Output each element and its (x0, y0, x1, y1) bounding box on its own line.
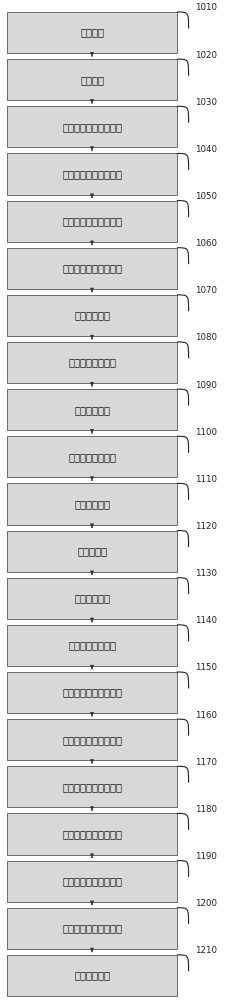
FancyBboxPatch shape (7, 578, 177, 619)
Text: 第二实数向量积分模块: 第二实数向量积分模块 (62, 782, 122, 792)
Text: 第二虚数向量滤波模块: 第二虚数向量滤波模块 (62, 876, 122, 886)
FancyBboxPatch shape (7, 295, 177, 336)
FancyBboxPatch shape (7, 955, 177, 996)
Text: 1070: 1070 (195, 286, 217, 295)
FancyBboxPatch shape (7, 908, 177, 949)
Text: 第一实数向量序列模块: 第一实数向量序列模块 (62, 122, 122, 132)
Text: 1120: 1120 (195, 522, 217, 531)
FancyBboxPatch shape (7, 483, 177, 525)
Text: 第二实数向量滤波模块: 第二实数向量滤波模块 (62, 735, 122, 745)
Text: 前段序列积分模块: 前段序列积分模块 (68, 358, 116, 368)
FancyBboxPatch shape (7, 389, 177, 430)
Text: 1210: 1210 (195, 946, 217, 955)
FancyBboxPatch shape (7, 12, 177, 53)
Text: 后段序列积分模块: 后段序列积分模块 (68, 452, 116, 462)
Text: 第一实数向量滤波模块: 第一实数向量滤波模块 (62, 169, 122, 179)
Text: 1200: 1200 (195, 899, 217, 908)
Text: 1190: 1190 (195, 852, 217, 861)
FancyBboxPatch shape (7, 248, 177, 289)
Text: 1060: 1060 (195, 239, 217, 248)
Text: 1100: 1100 (195, 428, 217, 437)
FancyBboxPatch shape (7, 672, 177, 713)
Text: 第一相位模块: 第一相位模块 (74, 405, 110, 415)
Text: 1170: 1170 (195, 758, 217, 767)
Text: 1140: 1140 (195, 616, 217, 625)
Text: 基波频率模块: 基波频率模块 (74, 593, 110, 603)
FancyBboxPatch shape (7, 813, 177, 855)
Text: 1130: 1130 (195, 569, 217, 578)
Text: 第二虚数向量序列模块: 第二虚数向量序列模块 (62, 829, 122, 839)
Text: 采样模块: 采样模块 (80, 28, 104, 38)
Text: 初测模块: 初测模块 (80, 75, 104, 85)
FancyBboxPatch shape (7, 59, 177, 100)
Text: 1020: 1020 (195, 51, 217, 60)
FancyBboxPatch shape (7, 201, 177, 242)
Text: 第一虚数向量序列模块: 第一虚数向量序列模块 (62, 216, 122, 226)
Text: 1040: 1040 (195, 145, 217, 154)
Text: 谐波幅值模块: 谐波幅值模块 (74, 970, 110, 980)
Text: 第二实数向量序列模块: 第二实数向量序列模块 (62, 688, 122, 698)
FancyBboxPatch shape (7, 719, 177, 760)
FancyBboxPatch shape (7, 766, 177, 807)
FancyBboxPatch shape (7, 436, 177, 477)
Text: 1110: 1110 (195, 475, 217, 484)
FancyBboxPatch shape (7, 531, 177, 572)
Text: 1030: 1030 (195, 98, 217, 107)
Text: 相位差模块: 相位差模块 (77, 546, 107, 556)
FancyBboxPatch shape (7, 153, 177, 195)
Text: 第二虚数向量积分模块: 第二虚数向量积分模块 (62, 923, 122, 933)
Text: 1150: 1150 (195, 664, 217, 672)
Text: 1010: 1010 (195, 3, 217, 12)
Text: 第一虚数向量滤波模块: 第一虚数向量滤波模块 (62, 263, 122, 273)
Text: 1090: 1090 (195, 381, 217, 390)
Text: 序列等分模块: 序列等分模块 (74, 310, 110, 320)
FancyBboxPatch shape (7, 342, 177, 383)
Text: 1160: 1160 (195, 711, 217, 720)
FancyBboxPatch shape (7, 625, 177, 666)
Text: 1080: 1080 (195, 334, 217, 342)
Text: 1050: 1050 (195, 192, 217, 201)
Text: 参考频率重置模块: 参考频率重置模块 (68, 640, 116, 650)
Text: 1180: 1180 (195, 805, 217, 814)
FancyBboxPatch shape (7, 861, 177, 902)
FancyBboxPatch shape (7, 106, 177, 147)
Text: 第二相位模块: 第二相位模块 (74, 499, 110, 509)
